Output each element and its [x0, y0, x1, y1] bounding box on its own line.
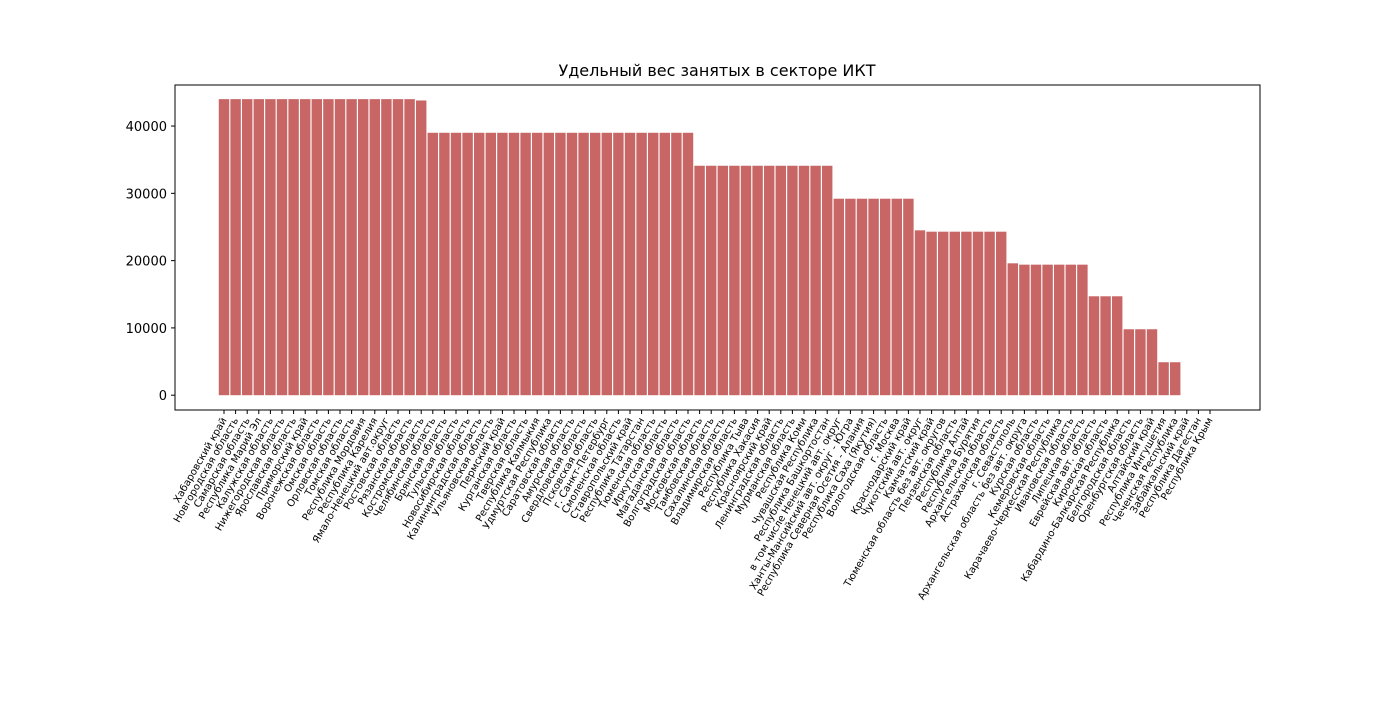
bar [926, 231, 937, 396]
chart-title: Удельный вес занятых в секторе ИКТ [558, 61, 875, 80]
bar [566, 132, 578, 396]
bar [1042, 264, 1053, 396]
bar [752, 165, 763, 396]
bar [485, 132, 497, 396]
bar [601, 132, 613, 396]
bar [914, 230, 926, 396]
bar [775, 165, 787, 396]
bar [253, 99, 265, 396]
bar [705, 165, 717, 396]
bar [1158, 362, 1169, 396]
bar [647, 132, 659, 396]
bar [543, 132, 555, 396]
bar [450, 132, 462, 396]
y-tick-label: 30000 [126, 187, 167, 202]
bar [613, 132, 624, 396]
bar [415, 100, 427, 396]
bar [1030, 264, 1042, 396]
bar [1053, 264, 1065, 396]
bar [1019, 264, 1030, 396]
y-tick-label: 20000 [126, 255, 167, 270]
bar [729, 165, 740, 396]
y-tick-label: 0 [159, 389, 167, 404]
bar [961, 231, 972, 396]
bar [1111, 296, 1123, 396]
bar [694, 165, 705, 396]
bar [578, 132, 589, 396]
bar [833, 198, 845, 396]
bar [891, 198, 903, 396]
bar [636, 132, 647, 396]
bar [845, 198, 856, 396]
bar [1088, 296, 1100, 396]
bar [404, 99, 415, 396]
bar [937, 231, 949, 396]
bar [531, 132, 543, 396]
bar [624, 132, 636, 396]
bar [508, 132, 520, 396]
y-tick-label: 40000 [126, 120, 167, 135]
bar [288, 99, 299, 396]
bar [1100, 296, 1111, 396]
bar [218, 99, 230, 396]
bar [984, 231, 995, 396]
bar [787, 165, 798, 396]
bar [427, 132, 439, 396]
bar [671, 132, 682, 396]
bar [1077, 264, 1088, 396]
bar [1146, 329, 1158, 396]
bar [473, 132, 485, 396]
bar [299, 99, 311, 396]
bar [520, 132, 531, 396]
bar [555, 132, 566, 396]
bar [868, 198, 879, 396]
bar [810, 165, 821, 396]
bar [1123, 329, 1135, 396]
bar [879, 198, 891, 396]
y-tick-label: 10000 [126, 322, 167, 337]
bar [717, 165, 729, 396]
bar [230, 99, 241, 396]
bar [323, 99, 334, 396]
bar [334, 99, 346, 396]
bar [392, 99, 404, 396]
bar [763, 165, 775, 396]
bar [798, 165, 810, 396]
bar [276, 99, 288, 396]
bar [972, 231, 984, 396]
bar [265, 99, 276, 396]
bar [241, 99, 253, 396]
bar [995, 231, 1007, 396]
bar [682, 132, 694, 396]
bar [856, 198, 868, 396]
plot-frame [174, 84, 1261, 411]
bar [1169, 362, 1181, 396]
bar [381, 99, 392, 396]
bar [439, 132, 450, 396]
bar [1065, 264, 1077, 396]
bar [659, 132, 671, 396]
bar [369, 99, 381, 396]
bar [346, 99, 357, 396]
bar [497, 132, 508, 396]
bar [311, 99, 323, 396]
bar [1007, 263, 1019, 396]
bar [357, 99, 369, 396]
bar [821, 165, 833, 396]
bar [462, 132, 473, 396]
bar [589, 132, 601, 396]
bar [1135, 329, 1146, 396]
bar [903, 198, 914, 396]
bar [949, 231, 961, 396]
bar [740, 165, 752, 396]
